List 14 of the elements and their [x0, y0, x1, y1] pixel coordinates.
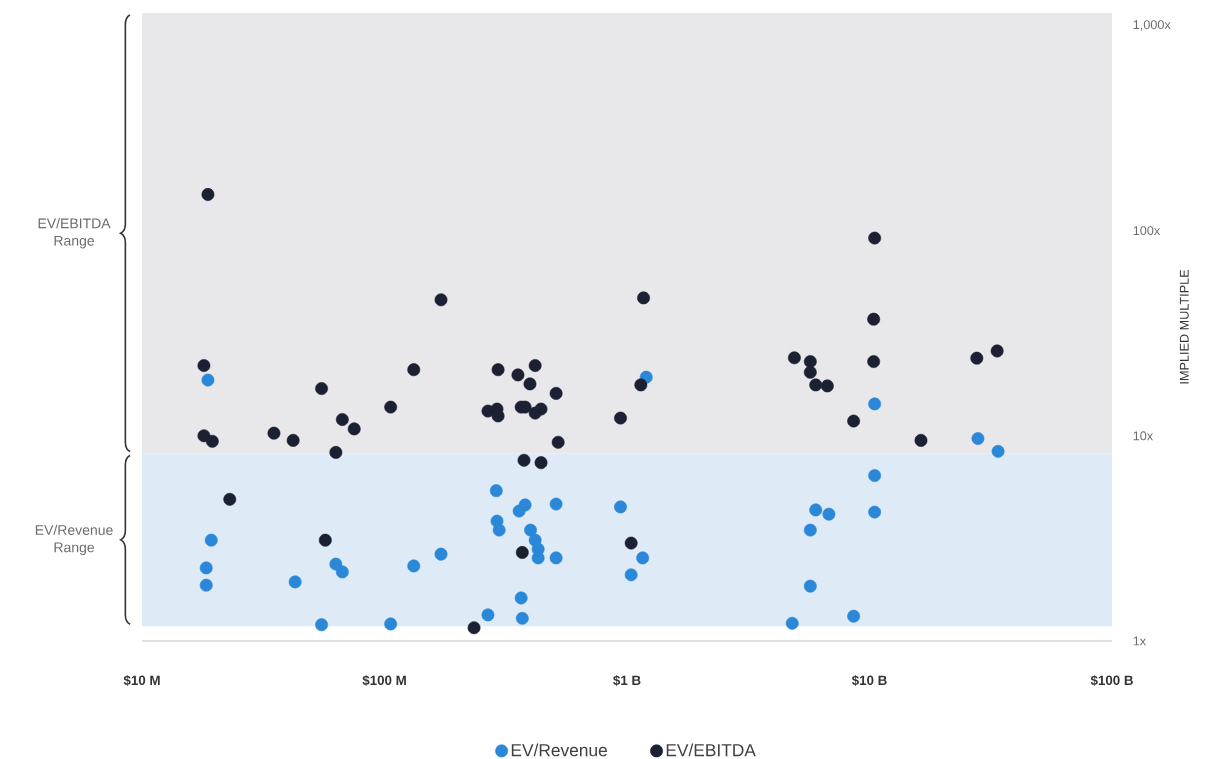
band-label: EV/Revenue Range: [35, 524, 113, 556]
legend-label: EV/EBITDA: [666, 743, 756, 757]
x-tick-label: $10 M: [123, 675, 160, 686]
x-tick-label: $100 M: [362, 675, 406, 686]
y-tick-label: 100x: [1133, 226, 1161, 236]
legend-label: EV/Revenue: [511, 743, 607, 757]
y-tick-label: 1,000x: [1133, 20, 1171, 31]
y-axis-title: IMPLIED MULTIPLE: [1179, 269, 1189, 384]
x-tick-label: $1 B: [613, 675, 641, 686]
x-tick-label: $100 B: [1090, 675, 1133, 686]
x-tick-label: $10 B: [851, 675, 887, 686]
band-label: EV/EBITDA Range: [38, 218, 111, 249]
y-tick-label: 1x: [1133, 636, 1146, 646]
y-tick-label: 10x: [1133, 431, 1154, 441]
